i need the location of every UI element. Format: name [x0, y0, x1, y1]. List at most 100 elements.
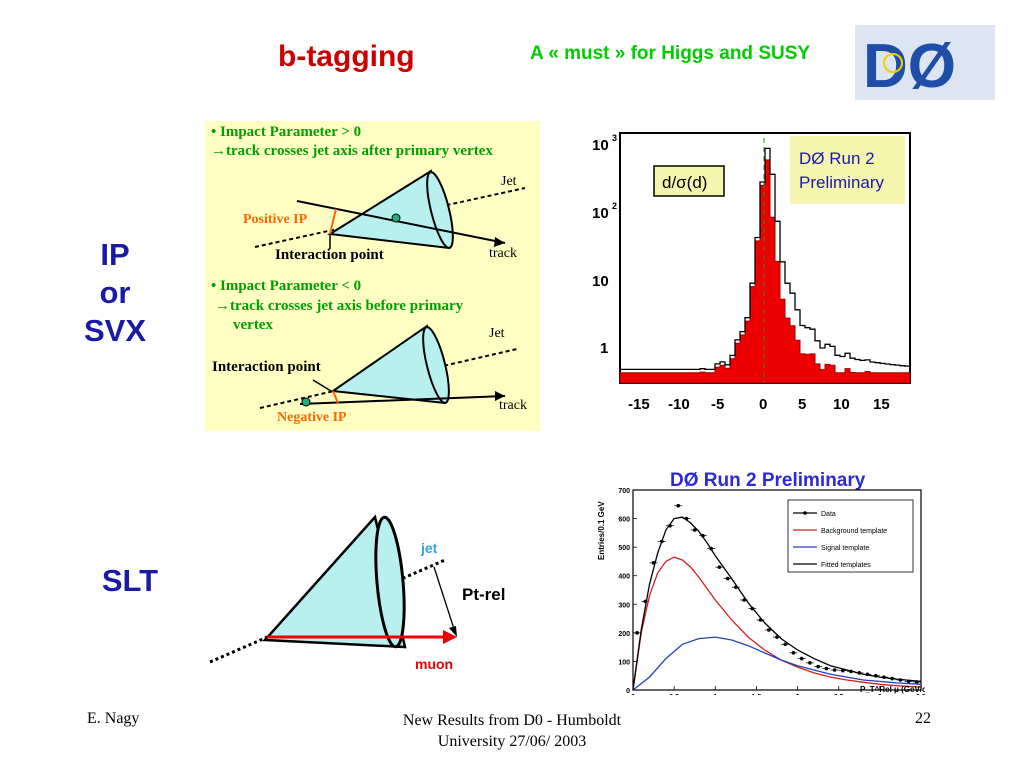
y-tick-label: 0 [626, 688, 630, 695]
x-tick-m10: -10 [668, 396, 690, 413]
y-tick-label: 100 [618, 659, 630, 666]
data-point [766, 628, 771, 632]
histogram-legend-line2: Preliminary [799, 173, 885, 192]
x-tick-10: 10 [833, 396, 850, 413]
axis-label-box [653, 165, 725, 197]
histogram-red-fill [619, 159, 911, 384]
jet-label-negative: Jet [489, 326, 505, 341]
legend-label: Fitted templates [821, 562, 871, 569]
y-tick-exp-2: 2 [612, 201, 617, 211]
data-point [717, 565, 722, 569]
slide-subtitle: A « must » for Higgs and SUSY [529, 43, 811, 64]
series-line-background-template [632, 556, 922, 691]
positive-ip-text: →track crosses jet axis after primary ve… [211, 143, 493, 159]
series-line-fitted-templates [632, 516, 922, 691]
ptrel-line [433, 566, 456, 633]
ip-diagrams [254, 169, 526, 409]
data-point [808, 661, 812, 665]
positive-ip-bullet: • Impact Parameter > 0 [211, 124, 362, 140]
or-label-line: or [99, 275, 131, 310]
track-label-negative: track [499, 398, 527, 413]
x-tick-label: 3 [878, 694, 882, 695]
histogram-legend-line1: DØ Run 2 [799, 149, 875, 168]
legend-label: Background template [821, 528, 887, 535]
histogram-axis-label: d/σ(d) [662, 173, 707, 192]
y-tick-label: 700 [618, 488, 630, 495]
data-point [692, 528, 697, 532]
y-tick-label: 300 [618, 602, 630, 609]
footer-center: New Results from D0 - Humboldt Universit… [352, 710, 672, 752]
y-tick-label: 200 [618, 631, 630, 638]
histogram-legend-box [790, 136, 905, 204]
jet-label-slt: jet [420, 540, 438, 556]
ptrel-arrow-icon [449, 626, 457, 637]
y-tick-label: 400 [618, 574, 630, 581]
slt-diagram: jet Pt-rel muon [209, 514, 505, 672]
data-point [824, 666, 829, 671]
jet-label-positive: Jet [501, 174, 517, 189]
positive-ip-marker [329, 208, 337, 235]
legend-point [803, 511, 807, 515]
x-tick-label: 0.5 [669, 694, 679, 695]
x-tick-label: 2.5 [834, 694, 844, 695]
page-number: 22 [915, 710, 931, 727]
data-point [725, 576, 730, 581]
positive-ip-label: Positive IP [243, 212, 308, 227]
data-point [816, 664, 820, 669]
x-tick-label: 1 [713, 694, 717, 695]
data-point [832, 668, 837, 672]
slide-title: b-tagging [278, 40, 415, 73]
interaction-point-label-negative: Interaction point [212, 359, 321, 375]
ip-svx-label: IP or SVX [70, 236, 160, 350]
cone-mouth-slt [374, 515, 406, 649]
y-tick-1000: 10 [592, 137, 609, 154]
vertex-negative-icon [301, 397, 311, 407]
data-point [783, 642, 788, 647]
ip-significance-histogram: DØ Run 2 Preliminary d/σ(d) 10 3 10 2 10… [592, 132, 911, 413]
footer-center-line1: New Results from D0 - Humboldt [402, 712, 622, 729]
legend-label: Signal template [821, 545, 869, 552]
interaction-arrow-negative [312, 379, 332, 392]
d0-logo: DØ [855, 25, 995, 100]
vertex-positive-icon [391, 213, 401, 223]
ptrel-chart: DØ Run 2 Preliminary 0 100 200 300 400 500 600… [597, 470, 925, 695]
chart-ylabel: Entries/0.1 GeV [597, 501, 606, 560]
x-tick-label: 0 [631, 694, 635, 695]
x-tick-label: 1.5 [752, 694, 762, 695]
logo-emblem-icon [883, 53, 903, 73]
x-tick-label: 2 [796, 694, 800, 695]
track-arrow-positive [494, 237, 505, 247]
negative-ip-text: →track crosses jet axis before primary [215, 298, 464, 314]
x-tick-label: 3.5 [916, 694, 925, 695]
legend-label: Data [821, 511, 836, 518]
y-tick-label: 500 [618, 545, 630, 552]
slt-label: SLT [101, 563, 159, 598]
footer-author: E. Nagy [87, 710, 140, 727]
chart-legend [787, 499, 914, 573]
ptrel-label: Pt-rel [462, 585, 505, 604]
negative-ip-marker [332, 390, 339, 404]
y-tick-exp-3: 3 [612, 133, 617, 143]
ip-label-line: IP [100, 237, 130, 272]
track-label-positive: track [489, 246, 517, 261]
impact-parameter-panel: • Impact Parameter > 0 →track crosses je… [205, 121, 540, 431]
y-tick-label: 600 [618, 517, 630, 524]
interaction-point-label-positive: Interaction point [275, 247, 384, 263]
negative-ip-text-2: vertex [233, 317, 273, 333]
data-point [799, 656, 804, 661]
x-tick-0: 0 [759, 396, 767, 413]
data-point [676, 503, 681, 508]
y-tick-10: 10 [592, 273, 609, 290]
cone-mouth-positive [426, 171, 454, 249]
muon-arrow-icon [443, 630, 457, 644]
histogram-outline [620, 147, 910, 371]
x-tick-m15: -15 [628, 396, 650, 413]
series-line-signal-template [632, 636, 922, 691]
footer-center-line2: University 27/06/ 2003 [437, 733, 587, 750]
track-negative [299, 395, 506, 405]
negative-ip-bullet: • Impact Parameter < 0 [211, 278, 362, 294]
track-positive [296, 200, 506, 244]
logo-text: DØ [863, 32, 956, 100]
muon-label: muon [415, 656, 453, 672]
x-tick-5: 5 [798, 396, 806, 413]
